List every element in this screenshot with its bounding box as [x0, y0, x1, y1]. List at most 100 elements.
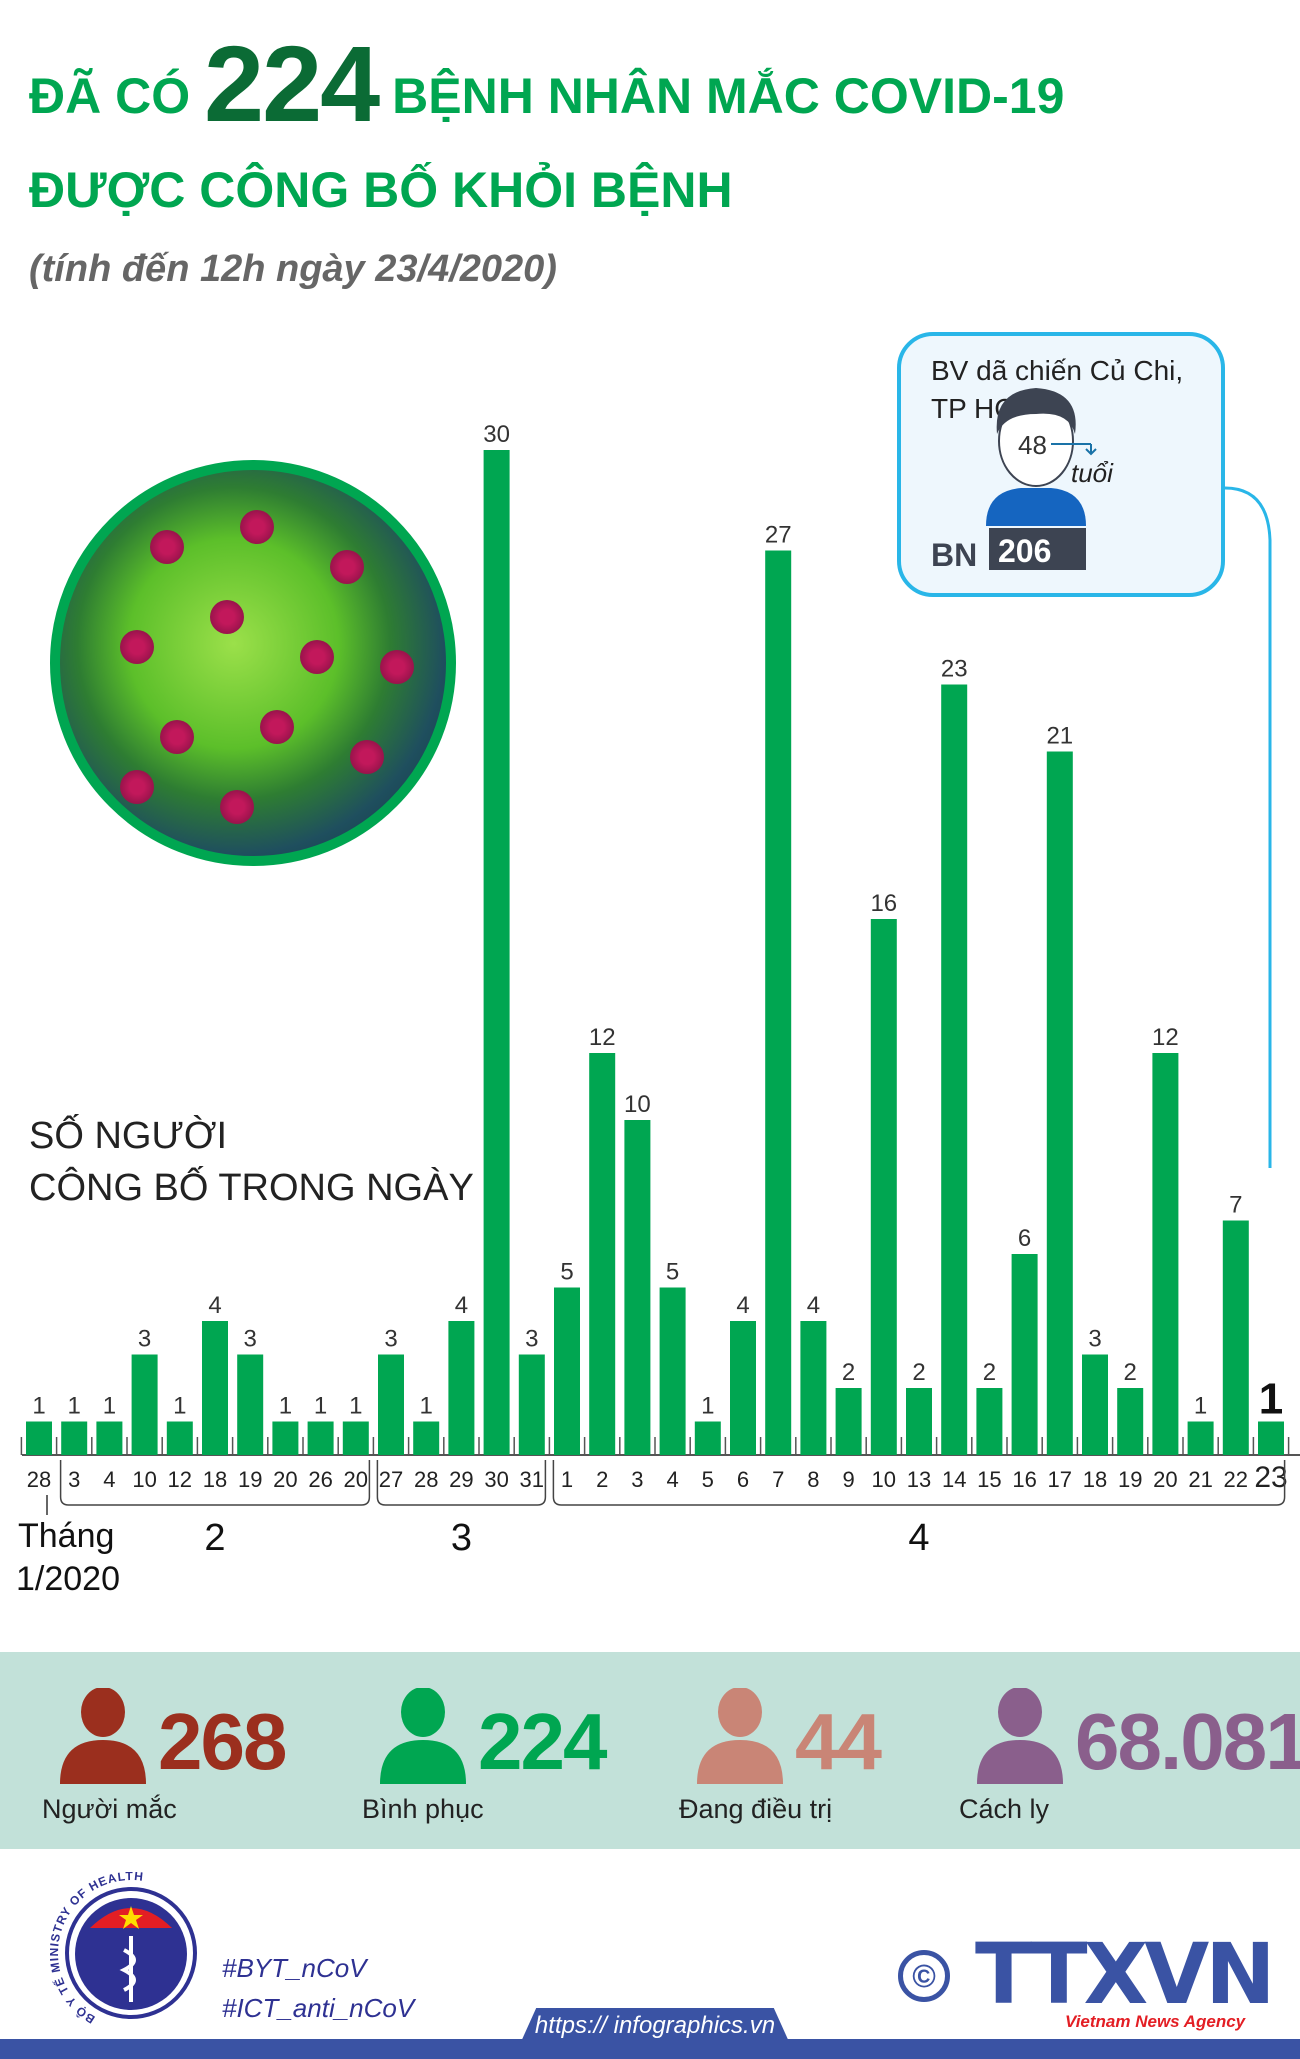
bar-value-label: 5 [560, 1259, 573, 1286]
title-prefix: ĐÃ CÓ [29, 68, 191, 124]
bar [518, 1354, 545, 1455]
bar [835, 1388, 862, 1455]
category-label: 18 [203, 1467, 227, 1492]
bar [624, 1120, 651, 1455]
bar-value-label: 10 [624, 1091, 651, 1118]
bar-value-label: 1 [1259, 1375, 1283, 1424]
bar-value-label: 12 [589, 1024, 616, 1051]
bar-value-label: 1 [103, 1393, 116, 1420]
bar-value-label: 1 [420, 1393, 433, 1420]
hashtags: #BYT_nCoV #ICT_anti_nCoV [222, 1948, 414, 2028]
bar [342, 1421, 369, 1455]
website-link[interactable]: https:// infographics.vn [520, 2008, 790, 2044]
patient-avatar-icon: 48 tuổi BN 206 [931, 388, 1114, 573]
bar-value-label: 3 [525, 1326, 538, 1353]
category-label: 20 [1153, 1467, 1177, 1492]
bar [1011, 1254, 1038, 1455]
title-line-1: ĐÃ CÓ 224 BỆNH NHÂN MẮC COVID-19 [29, 30, 1064, 150]
bar [1222, 1220, 1249, 1455]
category-label: 5 [702, 1467, 714, 1492]
bar [1046, 751, 1073, 1455]
stat-value: 224 [478, 1697, 607, 1786]
y-axis-label: SỐ NGƯỜI CÔNG BỐ TRONG NGÀY [29, 1110, 474, 1214]
category-label: 3 [68, 1467, 80, 1492]
category-label: 28 [27, 1467, 51, 1492]
y-axis-label-line2: CÔNG BỐ TRONG NGÀY [29, 1167, 474, 1209]
stat-recovered: 224 Bình phục [362, 1687, 607, 1824]
stat-quarantine: 68.081 Cách ly [959, 1687, 1300, 1824]
bar-value-label: 16 [870, 890, 897, 917]
category-label: 23 [1254, 1461, 1287, 1494]
bar [483, 450, 510, 1455]
bar-value-label: 1 [32, 1393, 45, 1420]
bar-value-label: 12 [1152, 1024, 1179, 1051]
category-label: 13 [907, 1467, 931, 1492]
category-label: 21 [1188, 1467, 1212, 1492]
category-label: 30 [484, 1467, 508, 1492]
person-icon [977, 1687, 1063, 1784]
person-icon [60, 1687, 146, 1784]
category-label: 19 [1118, 1467, 1142, 1492]
category-label: 16 [1012, 1467, 1036, 1492]
footer-bar [0, 2039, 1300, 2059]
title-number: 224 [204, 23, 380, 144]
category-label: 27 [379, 1467, 403, 1492]
bar-value-label: 27 [765, 522, 792, 549]
bar-value-label: 1 [349, 1393, 362, 1420]
bar [906, 1388, 932, 1455]
category-label: 7 [772, 1467, 784, 1492]
bar-value-label: 1 [314, 1393, 327, 1420]
bar [694, 1421, 721, 1455]
category-label: 3 [631, 1467, 643, 1492]
bar [659, 1287, 686, 1455]
bar [307, 1421, 334, 1455]
bar-value-label: 2 [912, 1359, 925, 1386]
month-label: 4 [908, 1517, 929, 1559]
bar [413, 1421, 440, 1455]
bar [26, 1421, 52, 1455]
callout-connector [1224, 486, 1272, 1168]
person-icon [380, 1687, 466, 1784]
bar [237, 1354, 264, 1455]
bar-value-label: 30 [483, 421, 510, 448]
virus-illustration [50, 460, 456, 866]
stat-value: 268 [158, 1697, 287, 1786]
bar-value-label: 4 [208, 1292, 221, 1319]
category-label: 2 [596, 1467, 608, 1492]
month-year-label: 1/2020 [16, 1560, 120, 1598]
y-axis-label-line1: SỐ NGƯỜI [29, 1115, 228, 1157]
patient-age: 48 [1018, 430, 1047, 460]
category-label: 8 [807, 1467, 819, 1492]
month-bracket [376, 1460, 547, 1506]
title-line-2: ĐƯỢC CÔNG BỐ KHỎI BỆNH [29, 162, 733, 218]
category-label: 4 [103, 1467, 115, 1492]
bar-value-label: 1 [173, 1393, 186, 1420]
bar-value-label: 4 [807, 1292, 820, 1319]
category-label: 31 [520, 1467, 544, 1492]
category-label: 18 [1083, 1467, 1107, 1492]
bar-value-label: 1 [68, 1393, 81, 1420]
bar-value-label: 1 [279, 1393, 292, 1420]
title-suffix: BỆNH NHÂN MẮC COVID-19 [392, 68, 1065, 124]
bar-value-label: 3 [1088, 1326, 1101, 1353]
bar [730, 1321, 756, 1455]
month-bracket [59, 1460, 371, 1506]
bar [941, 684, 968, 1455]
month-bracket [552, 1460, 1286, 1506]
category-label: 20 [273, 1467, 297, 1492]
stat-label: Đang điều trị [679, 1794, 833, 1824]
bar [61, 1421, 88, 1455]
bar [976, 1388, 1003, 1455]
category-label: 10 [872, 1467, 896, 1492]
category-label: 10 [132, 1467, 156, 1492]
copyright-icon: © [898, 1950, 950, 2002]
category-label: 1 [561, 1467, 573, 1492]
bar-chart: 1281314310112418319120126120327128429303… [16, 421, 1300, 1598]
bar-value-label: 3 [384, 1326, 397, 1353]
patient-prefix: BN [931, 537, 977, 573]
hashtag-byt: #BYT_nCoV [222, 1953, 367, 1983]
bar [378, 1354, 404, 1455]
category-label: 29 [449, 1467, 473, 1492]
stat-treating: 44 Đang điều trị [679, 1687, 882, 1824]
bar-value-label: 3 [244, 1326, 257, 1353]
